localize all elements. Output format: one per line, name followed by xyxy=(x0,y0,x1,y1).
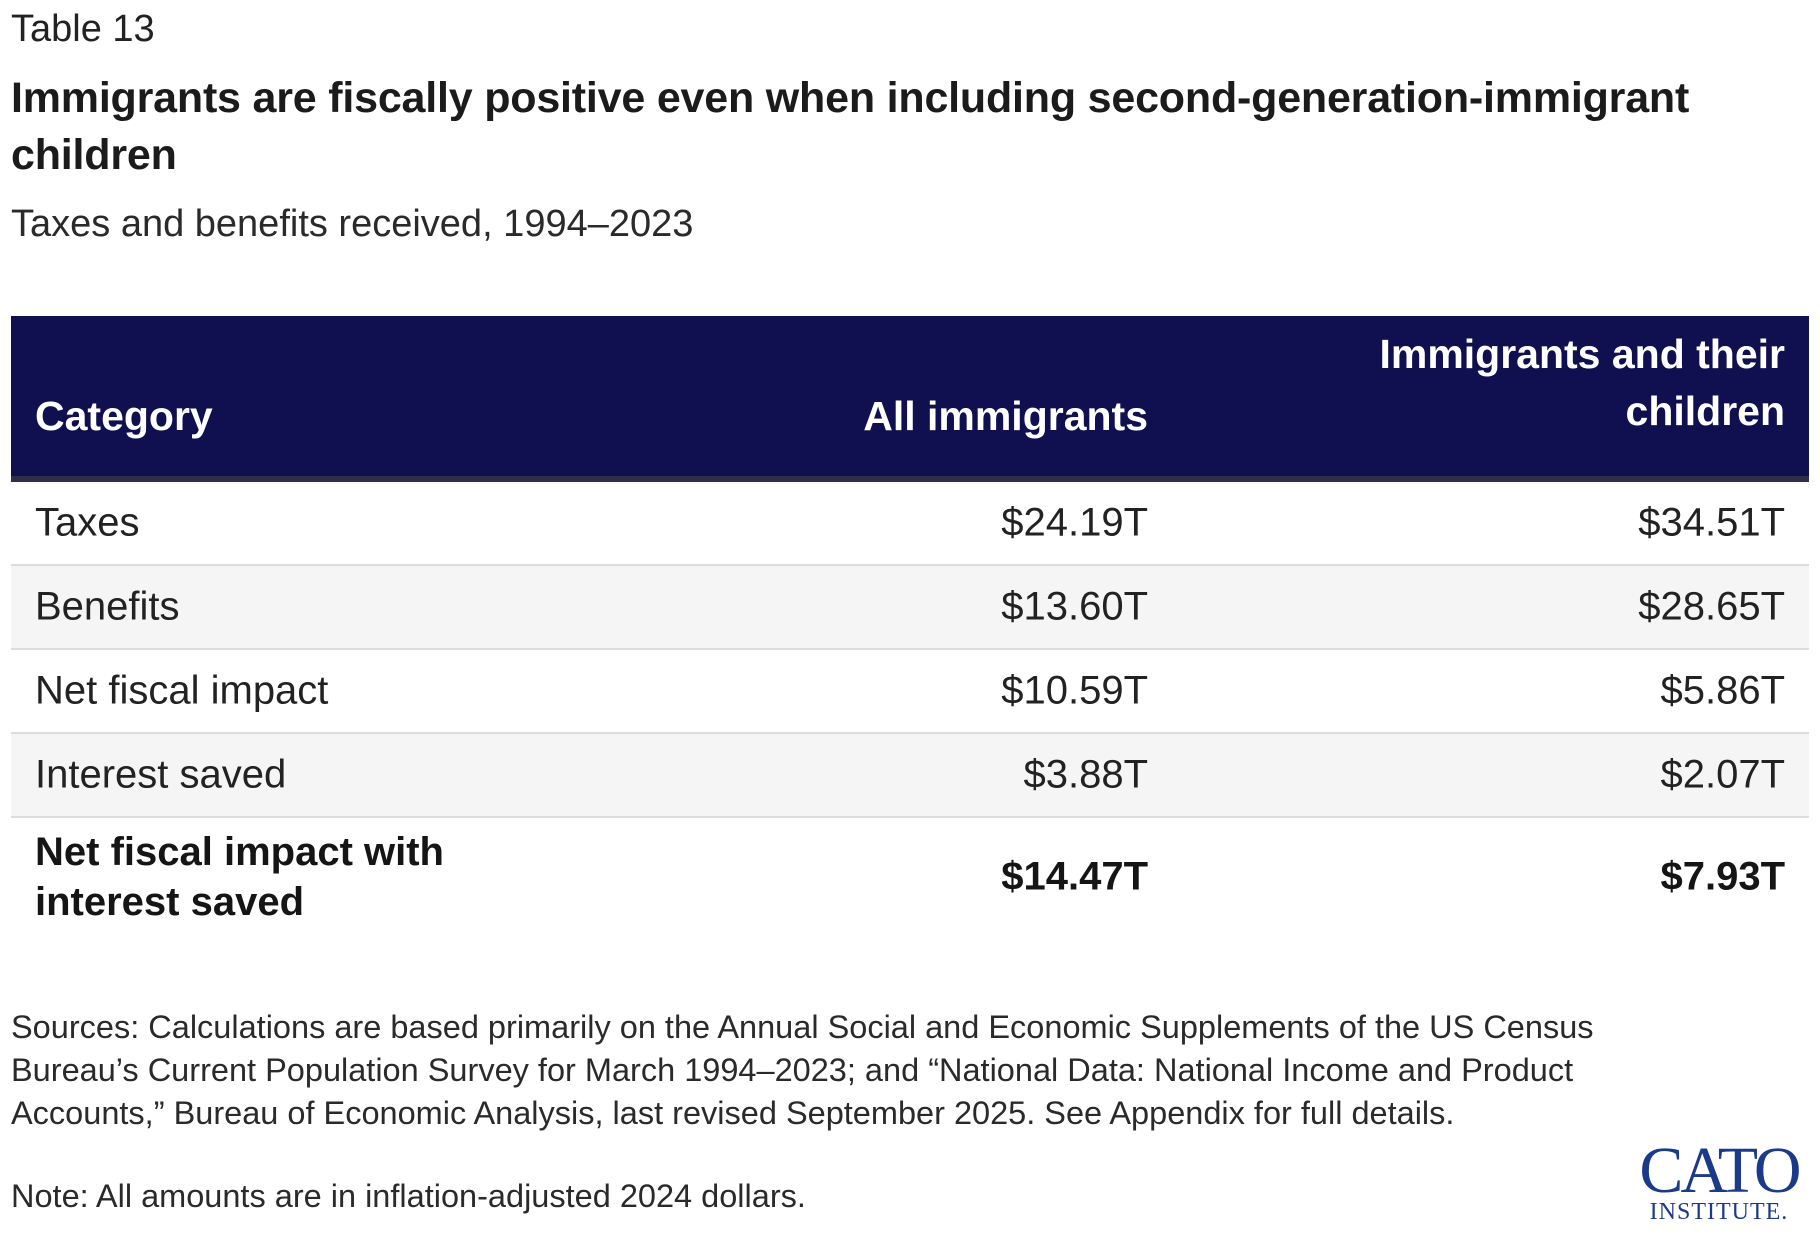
logo-subtext: INSTITUTE. xyxy=(1649,1199,1789,1225)
row-with-children: $2.07T xyxy=(1660,752,1785,797)
footnote: Note: All amounts are in inflation-adjus… xyxy=(11,1178,806,1214)
row-category: Interest saved xyxy=(35,752,287,797)
total-all-immigrants: $14.47T xyxy=(1001,854,1148,899)
table-label: Table 13 xyxy=(11,8,155,50)
table-row: Net fiscal impact $10.59T $5.86T xyxy=(11,650,1809,734)
row-all-immigrants: $24.19T xyxy=(1001,500,1148,545)
table-row: Interest saved $3.88T $2.07T xyxy=(11,734,1809,818)
header-all-immigrants: All immigrants xyxy=(863,393,1148,439)
row-with-children: $34.51T xyxy=(1638,500,1785,545)
row-with-children: $5.86T xyxy=(1660,668,1785,713)
total-category: Net fiscal impact with interest saved xyxy=(35,830,444,924)
table-subtitle: Taxes and benefits received, 1994–2023 xyxy=(11,203,694,245)
table-title: Immigrants are fiscally positive even wh… xyxy=(11,74,1690,179)
sources-note: Sources: Calculations are based primaril… xyxy=(11,1009,1594,1131)
row-all-immigrants: $13.60T xyxy=(1001,584,1148,629)
table-header: Category All immigrants Immigrants and t… xyxy=(11,316,1809,482)
total-with-children: $7.93T xyxy=(1660,854,1785,899)
row-category: Benefits xyxy=(35,584,180,629)
table-row: Benefits $13.60T $28.65T xyxy=(11,566,1809,650)
row-all-immigrants: $10.59T xyxy=(1001,668,1148,713)
row-category: Taxes xyxy=(35,500,140,545)
table-row: Taxes $24.19T $34.51T xyxy=(11,482,1809,566)
data-table: Category All immigrants Immigrants and t… xyxy=(11,316,1809,936)
header-immigrants-and-children: Immigrants and their children xyxy=(1379,331,1785,434)
logo-wordmark: CATO xyxy=(1639,1134,1801,1207)
header-category: Category xyxy=(35,393,213,439)
row-with-children: $28.65T xyxy=(1638,584,1785,629)
row-all-immigrants: $3.88T xyxy=(1023,752,1148,797)
row-category: Net fiscal impact xyxy=(35,668,329,713)
cato-institute-logo: CATO INSTITUTE. xyxy=(1629,1134,1809,1230)
table-total-row: Net fiscal impact with interest saved $1… xyxy=(11,818,1809,936)
